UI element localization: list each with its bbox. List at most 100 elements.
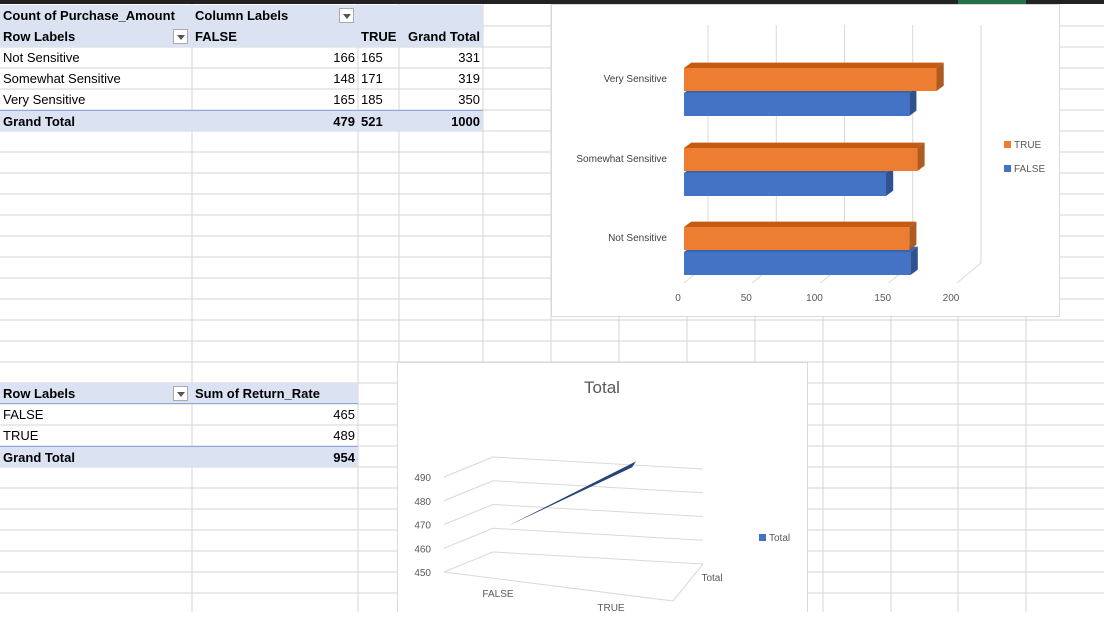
pivot1-col-true[interactable]: TRUE: [358, 26, 399, 47]
pivot2-row-labels[interactable]: Row Labels: [0, 383, 192, 404]
pivot2-row[interactable]: TRUE 489: [0, 425, 358, 446]
category-label: Not Sensitive: [608, 233, 667, 244]
pivot2-grand-total-row[interactable]: Grand Total 954: [0, 446, 358, 467]
y-tick-label: 450: [414, 568, 431, 579]
pivot1-col-false[interactable]: FALSE: [192, 26, 358, 47]
bar-true-0: [684, 227, 910, 250]
bar-side: [886, 167, 894, 196]
x-tick-label: 50: [741, 293, 753, 304]
pivot2-value-field[interactable]: Sum of Return_Rate: [192, 383, 358, 404]
y-gridline-side: [443, 504, 494, 525]
pivot-table-purchase-count[interactable]: Count of Purchase_Amount Column Labels R…: [0, 5, 483, 131]
legend-swatch: [1004, 165, 1011, 172]
category-label: TRUE: [597, 603, 625, 613]
x-gridline-floor: [956, 262, 982, 284]
bar-side: [909, 87, 917, 116]
row-label[interactable]: Very Sensitive: [3, 92, 86, 107]
y-gridline-side: [443, 551, 494, 573]
pivot1-value-field[interactable]: Count of Purchase_Amount: [0, 5, 192, 26]
row-value[interactable]: 465: [333, 407, 355, 422]
row-label[interactable]: Somewhat Sensitive: [3, 71, 121, 86]
x-tick-label: 0: [675, 293, 681, 304]
y-tick-label: 460: [414, 544, 431, 555]
legend-label: TRUE: [1014, 140, 1042, 151]
chart-title: Total: [584, 378, 620, 397]
category-label: FALSE: [482, 589, 513, 600]
legend-label: Total: [769, 533, 790, 544]
selected-column-indicator: [958, 0, 1026, 4]
row-grand-total[interactable]: 331: [458, 50, 480, 65]
window-top-bar: [0, 0, 1104, 4]
y-gridline-side: [443, 527, 494, 549]
line-chart-plot: Total 450 460 470 480 490 FALSE TRUE Total Total: [414, 378, 790, 614]
pivot1-row[interactable]: Somewhat Sensitive 148 171 319: [0, 68, 483, 89]
y-gridline-back: [492, 527, 704, 541]
bar-side: [917, 142, 925, 171]
bar-false-2: [684, 93, 910, 116]
bar-side: [909, 221, 917, 250]
true-count[interactable]: 171: [361, 71, 383, 86]
legend-swatch: [759, 534, 766, 541]
pivot1-col-grand-total[interactable]: Grand Total: [399, 26, 483, 47]
y-gridline-back: [492, 551, 704, 565]
pivot1-row-labels[interactable]: Row Labels: [0, 26, 192, 47]
grand-total-label[interactable]: Grand Total: [0, 110, 192, 131]
bar-chart-sensitivity[interactable]: 0 50 100 150 200 Not Sensitive Somewhat Sensit…: [551, 4, 1060, 317]
bar-top: [684, 142, 925, 148]
y-tick-label: 480: [414, 497, 431, 508]
row-grand-total[interactable]: 350: [458, 92, 480, 107]
bar-true-2: [684, 68, 937, 91]
pivot2-row[interactable]: FALSE 465: [0, 404, 358, 425]
row-label[interactable]: Not Sensitive: [3, 50, 80, 65]
row-labels-filter-dropdown[interactable]: [173, 29, 188, 44]
floor-side-edge: [672, 563, 704, 602]
false-count[interactable]: 166: [333, 50, 355, 65]
grand-false[interactable]: 479: [192, 110, 358, 131]
column-labels-filter-dropdown[interactable]: [339, 8, 354, 23]
grand-total-label[interactable]: Grand Total: [0, 446, 192, 467]
y-tick-label: 470: [414, 521, 431, 532]
y-gridline-side: [443, 480, 494, 502]
y-gridline-back: [492, 456, 704, 470]
grand-total[interactable]: 954: [192, 446, 358, 467]
false-count[interactable]: 148: [333, 71, 355, 86]
true-count[interactable]: 185: [361, 92, 383, 107]
false-count[interactable]: 165: [333, 92, 355, 107]
row-label[interactable]: TRUE: [3, 428, 39, 443]
pivot-table-return-rate[interactable]: Row Labels Sum of Return_Rate FALSE 465 …: [0, 383, 358, 467]
pivot1-column-labels[interactable]: Column Labels: [192, 5, 483, 26]
y-gridline-back: [492, 480, 704, 494]
bar-false-0: [684, 252, 911, 275]
pivot1-grand-total-row[interactable]: Grand Total 479 521 1000: [0, 110, 483, 131]
depth-axis-label: Total: [701, 573, 722, 584]
true-count[interactable]: 165: [361, 50, 383, 65]
line-series-total: [507, 461, 636, 527]
y-gridline-back: [492, 504, 704, 517]
bar-side: [910, 246, 918, 275]
bar-chart-plot: 0 50 100 150 200 Not Sensitive Somewhat Sensit…: [576, 25, 1045, 304]
pivot1-row[interactable]: Not Sensitive 166 165 331: [0, 47, 483, 68]
legend-label: FALSE: [1014, 164, 1045, 175]
row-value[interactable]: 489: [333, 428, 355, 443]
category-label: Very Sensitive: [604, 74, 668, 85]
bar-top: [684, 62, 944, 68]
x-tick-label: 150: [874, 293, 891, 304]
bar-true-1: [684, 148, 918, 171]
grand-total[interactable]: 1000: [399, 110, 483, 131]
bar-false-1: [684, 173, 887, 196]
legend-swatch: [1004, 141, 1011, 148]
row-grand-total[interactable]: 319: [458, 71, 480, 86]
row-labels-filter-dropdown[interactable]: [173, 386, 188, 401]
row-label[interactable]: FALSE: [3, 407, 44, 422]
x-tick-label: 200: [943, 293, 960, 304]
bar-side: [936, 62, 944, 91]
grand-true[interactable]: 521: [358, 110, 399, 131]
bar-top: [684, 221, 917, 227]
category-label: Somewhat Sensitive: [576, 154, 667, 165]
x-tick-label: 100: [806, 293, 823, 304]
y-tick-label: 490: [414, 473, 431, 484]
y-gridline-side: [443, 456, 494, 478]
line-chart-total[interactable]: Total 450 460 470 480 490 FALSE TRUE Total Total: [397, 362, 808, 614]
pivot1-row[interactable]: Very Sensitive 165 185 350: [0, 89, 483, 110]
floor-front-edge: [443, 571, 674, 602]
